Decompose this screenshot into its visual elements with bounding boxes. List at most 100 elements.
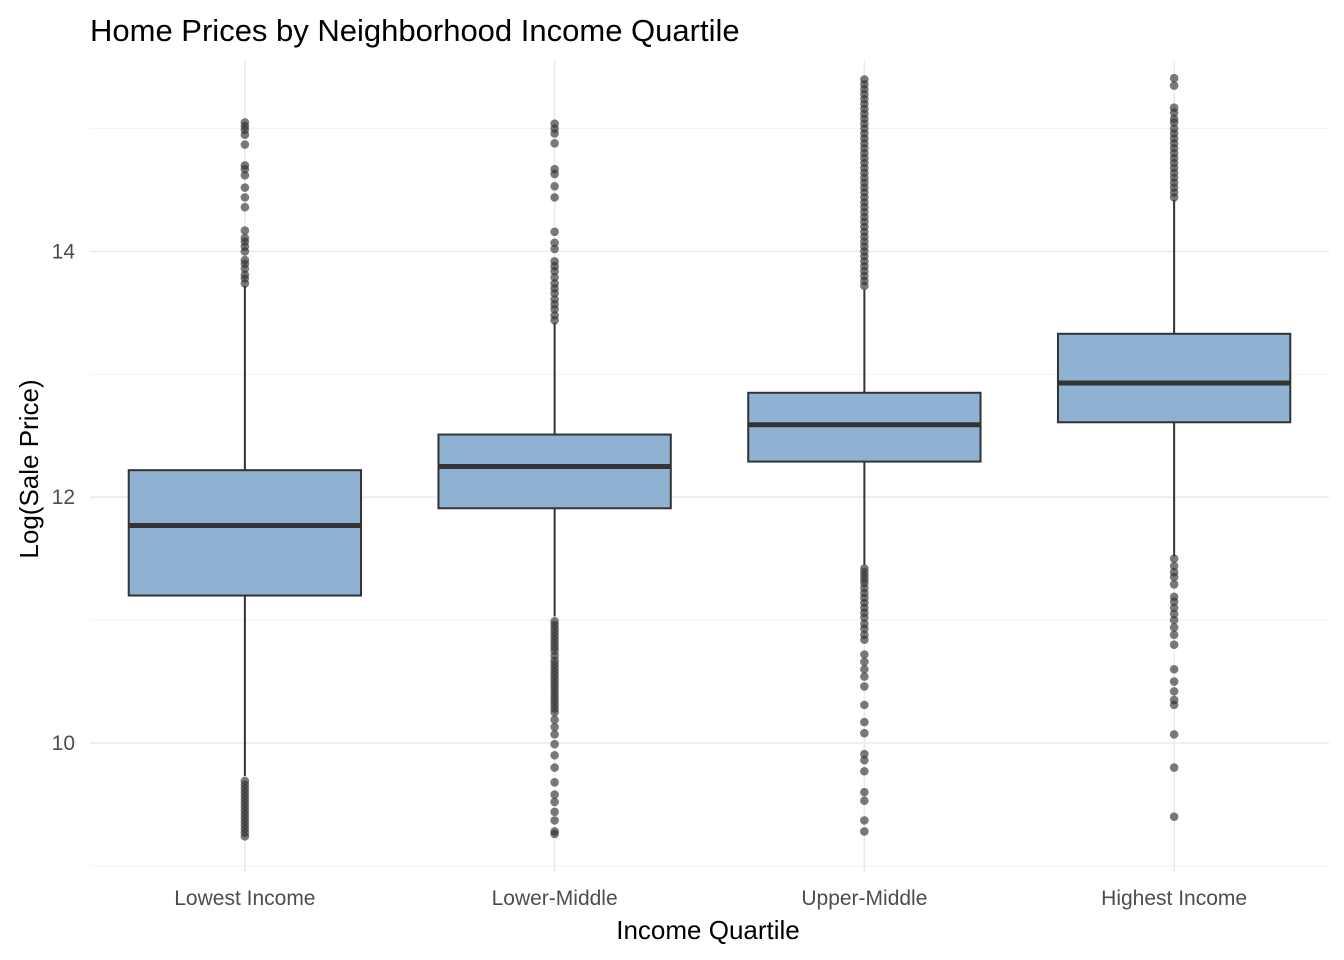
outlier-point: [1169, 812, 1179, 822]
outlier-point: [550, 119, 559, 128]
outlier-point: [550, 763, 559, 772]
outlier-point: [550, 193, 559, 202]
outlier-point: [550, 272, 559, 282]
outlier-point: [240, 226, 250, 235]
outlier-point: [550, 750, 559, 760]
outlier-point: [550, 279, 559, 288]
outlier-point: [550, 730, 559, 739]
box-upper-middle: [747, 75, 982, 836]
y-axis-ticks: 10 12 14: [52, 240, 76, 755]
outlier-point: [550, 238, 559, 248]
outlier-point: [860, 657, 869, 667]
outlier-point: [550, 816, 559, 825]
outlier-point: [240, 255, 250, 265]
x-tick-label: Lowest Income: [174, 887, 315, 910]
outlier-point: [1169, 73, 1179, 83]
outlier-point: [1169, 81, 1179, 90]
outlier-point: [1169, 580, 1179, 589]
outlier-point: [550, 715, 559, 724]
boxes: [127, 73, 1292, 841]
box-lowest-income: [127, 118, 363, 841]
x-axis-title: Income Quartile: [616, 915, 800, 945]
outlier-point: [240, 170, 250, 180]
outlier-point: [550, 295, 559, 304]
outlier-point: [1169, 730, 1179, 739]
outlier-point: [860, 766, 869, 776]
y-tick-label: 12: [52, 486, 75, 509]
outlier-point: [860, 728, 869, 738]
iqr-box: [437, 433, 672, 510]
outlier-point: [1169, 103, 1179, 112]
outlier-point: [860, 816, 869, 825]
outlier-point: [550, 797, 559, 807]
outlier-point: [240, 183, 250, 192]
outlier-point: [1169, 664, 1179, 674]
outlier-point: [860, 619, 869, 629]
outlier-point: [550, 722, 559, 732]
outlier-point: [550, 739, 559, 749]
outlier-point: [550, 256, 559, 266]
y-tick-label: 14: [52, 240, 76, 263]
outlier-point: [550, 790, 559, 799]
outlier-point: [860, 630, 869, 640]
outlier-point: [550, 244, 559, 254]
y-axis-title: Log(Sale Price): [14, 379, 44, 558]
outlier-point: [860, 755, 869, 765]
outlier-point: [240, 118, 250, 127]
outlier-point: [240, 270, 250, 280]
outlier-point: [860, 564, 869, 573]
outlier-point: [1169, 695, 1179, 705]
x-tick-label: Upper-Middle: [801, 887, 927, 910]
outlier-point: [240, 140, 250, 149]
outlier-point: [860, 75, 869, 84]
outlier-point: [860, 700, 869, 710]
outlier-point: [860, 749, 869, 759]
x-axis-ticks: Lowest Income Lower-Middle Upper-Middle Hig…: [174, 887, 1247, 910]
outlier-point: [860, 796, 869, 806]
outlier-point: [550, 807, 559, 817]
outlier-point: [860, 664, 869, 674]
iqr-box: [1056, 332, 1292, 424]
outlier-point: [1169, 592, 1179, 602]
outlier-point: [550, 139, 559, 148]
outlier-point: [1169, 124, 1179, 133]
outlier-point: [860, 827, 869, 836]
outlier-point: [240, 776, 250, 786]
outlier-point: [550, 182, 559, 191]
outlier-point: [1169, 609, 1179, 619]
outlier-point: [1169, 114, 1179, 124]
outlier-point: [240, 233, 250, 243]
outlier-point: [550, 227, 559, 237]
outlier-point: [240, 202, 250, 212]
outlier-point: [240, 161, 250, 170]
outlier-point: [1169, 677, 1179, 686]
outlier-point: [1169, 615, 1179, 625]
x-tick-label: Highest Income: [1101, 887, 1247, 910]
outlier-point: [550, 164, 559, 174]
box-highest-income: [1056, 73, 1292, 822]
outlier-point: [1169, 623, 1179, 632]
outlier-point: [1169, 603, 1179, 613]
y-tick-label: 10: [52, 732, 75, 755]
iqr-box: [127, 469, 363, 597]
outlier-point: [550, 777, 559, 787]
outlier-point: [1169, 561, 1179, 571]
x-tick-label: Lower-Middle: [492, 887, 618, 910]
outlier-point: [550, 617, 559, 626]
outlier-point: [240, 193, 250, 202]
outlier-point: [1169, 640, 1179, 649]
outlier-point: [1169, 763, 1179, 772]
outlier-point: [1169, 554, 1179, 563]
outlier-point: [1169, 687, 1179, 696]
chart-title: Home Prices by Neighborhood Income Quart…: [90, 13, 740, 48]
outlier-point: [550, 311, 559, 320]
outlier-point: [1169, 567, 1179, 577]
outlier-point: [860, 682, 869, 691]
outlier-point: [550, 827, 559, 836]
outlier-point: [860, 717, 869, 727]
box-lower-middle: [437, 119, 672, 839]
outlier-point: [860, 672, 869, 681]
outlier-point: [860, 787, 869, 797]
grid-lines: [90, 61, 1329, 872]
